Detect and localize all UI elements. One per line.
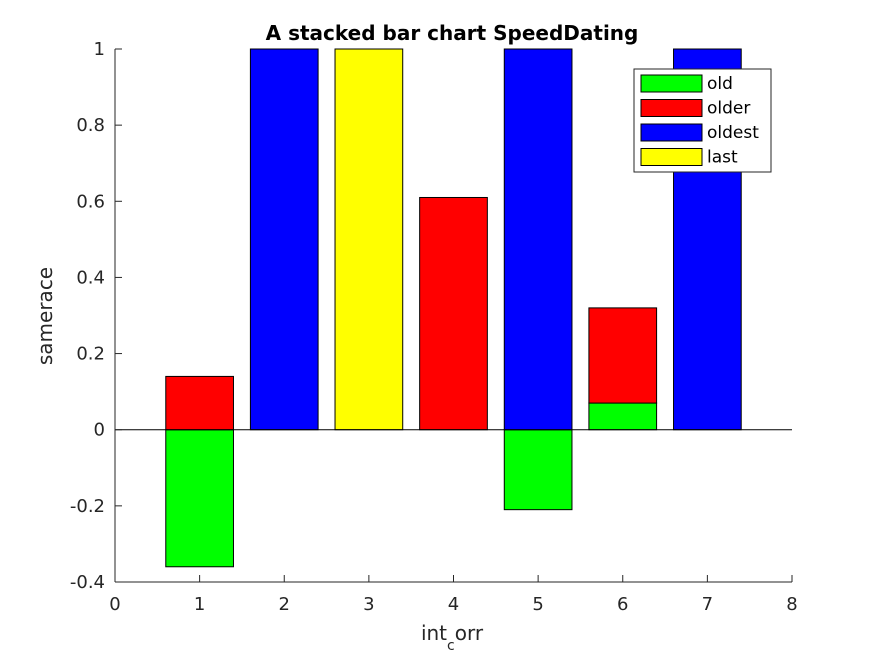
legend-label-last: last bbox=[707, 148, 738, 168]
x-tick-label-2: 2 bbox=[279, 594, 290, 615]
legend-label-oldest: oldest bbox=[707, 123, 759, 143]
x-tick-label-7: 7 bbox=[702, 594, 713, 615]
x-tick-label-5: 5 bbox=[532, 594, 543, 615]
x-tick-label-6: 6 bbox=[617, 594, 628, 615]
bar-old-x1 bbox=[165, 429, 234, 568]
legend-swatch-older bbox=[640, 99, 703, 117]
legend-swatch-oldest bbox=[640, 123, 703, 142]
x-axis: 0 1 2 3 4 5 6 7 8 bbox=[109, 575, 798, 615]
y-tick-label-1: 1 bbox=[94, 39, 105, 60]
y-tick-label-0.8: 0.8 bbox=[76, 115, 105, 136]
legend-label-older: older bbox=[707, 99, 750, 119]
bar-old-x6 bbox=[588, 402, 658, 431]
x-tick-label-1: 1 bbox=[194, 594, 205, 615]
y-tick-label-0.4: 0.4 bbox=[76, 267, 105, 288]
bar-old-x5 bbox=[503, 429, 573, 511]
bar-last-x3 bbox=[334, 48, 404, 431]
legend-label-old: old bbox=[707, 74, 733, 94]
chart-title: A stacked bar chart SpeedDating bbox=[266, 21, 639, 45]
bar-older-x1 bbox=[165, 375, 234, 431]
x-axis-label-main: int bbox=[421, 621, 447, 645]
y-tick-label-0: 0 bbox=[94, 420, 105, 441]
bar-oldest-x2 bbox=[249, 48, 319, 431]
legend: old older oldest last bbox=[633, 68, 772, 173]
y-tick-label--0.2: -0.2 bbox=[70, 496, 105, 517]
bar-older-x4 bbox=[419, 196, 488, 431]
bars-group bbox=[165, 48, 742, 568]
y-tick-label--0.4: -0.4 bbox=[70, 572, 105, 593]
x-tick-label-0: 0 bbox=[109, 594, 120, 615]
legend-swatch-old bbox=[640, 74, 703, 93]
bar-older-x6 bbox=[588, 307, 658, 404]
y-axis: -0.4 -0.2 0 0.2 0.4 0.6 0.8 1 bbox=[70, 39, 122, 593]
x-axis-label-subscript: c bbox=[447, 638, 455, 654]
x-axis-label-suffix: orr bbox=[455, 621, 484, 645]
x-tick-label-3: 3 bbox=[363, 594, 374, 615]
y-tick-label-0.2: 0.2 bbox=[76, 344, 105, 365]
bar-oldest-x5 bbox=[503, 48, 573, 431]
y-axis-label: samerace bbox=[33, 267, 57, 365]
x-tick-label-4: 4 bbox=[448, 594, 459, 615]
y-tick-label-0.6: 0.6 bbox=[76, 191, 105, 212]
x-axis-label: intcorr bbox=[421, 621, 484, 654]
legend-swatch-last bbox=[640, 148, 703, 166]
x-tick-label-8: 8 bbox=[786, 594, 797, 615]
